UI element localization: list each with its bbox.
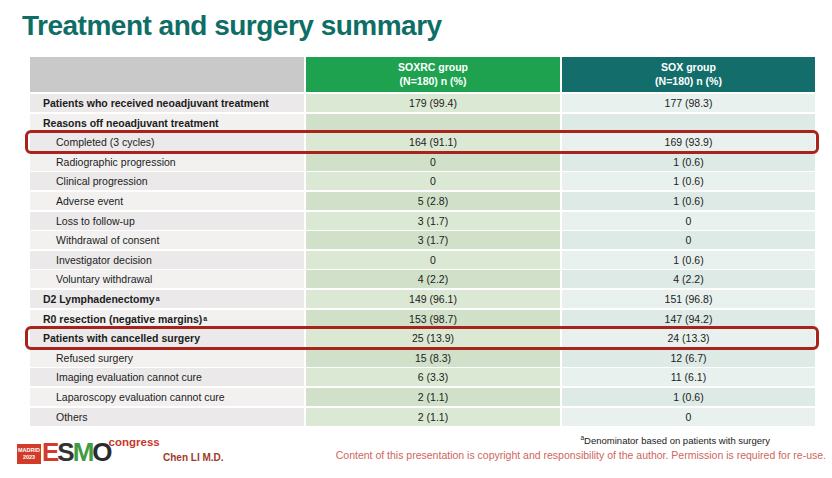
row-label: Reasons off neoadjuvant treatment	[30, 114, 304, 132]
table-body: Patients who received neoadjuvant treatm…	[30, 94, 815, 426]
header-sox-group: SOX group (N=180) n (%)	[562, 57, 815, 92]
congress-label: congress	[109, 436, 160, 448]
sox-value: 0	[562, 408, 815, 426]
madrid-2023-badge: MADRID 2023	[17, 444, 41, 464]
soxrc-value: 15 (8.3)	[306, 349, 560, 367]
table-row: Completed (3 cycles)164 (91.1)169 (93.9)	[30, 133, 815, 151]
sox-value: 0	[562, 231, 815, 249]
table-footnote: aDenominator based on patients with surg…	[580, 434, 770, 446]
table-row: Reasons off neoadjuvant treatment	[30, 114, 815, 132]
esmo-congress-logo: MADRID 2023 ESMO congress	[17, 436, 160, 465]
soxrc-value	[306, 114, 560, 132]
table-header: SOXRC group (N=180) n (%) SOX group (N=1…	[30, 57, 815, 92]
sox-value: 169 (93.9)	[562, 133, 815, 151]
table-row: Others2 (1.1)0	[30, 408, 815, 426]
author-name: Chen LI M.D.	[163, 452, 224, 463]
row-label: Withdrawal of consent	[30, 231, 304, 249]
table-row: D2 Lymphadenectomya149 (96.1)151 (96.8)	[30, 290, 815, 308]
sox-value: 177 (98.3)	[562, 94, 815, 112]
row-label: Voluntary withdrawal	[30, 270, 304, 288]
esmo-wordmark: ESMO	[42, 439, 111, 465]
sox-value: 11 (6.1)	[562, 368, 815, 386]
soxrc-value: 2 (1.1)	[306, 388, 560, 406]
esmo-letter: M	[73, 437, 93, 467]
row-label: R0 resection (negative margins)a	[30, 310, 304, 328]
row-label: Adverse event	[30, 192, 304, 210]
footnote-text: Denominator based on patients with surge…	[584, 435, 770, 446]
table-row: Radiographic progression01 (0.6)	[30, 153, 815, 171]
soxrc-value: 4 (2.2)	[306, 270, 560, 288]
sox-value: 12 (6.7)	[562, 349, 815, 367]
row-label: D2 Lymphadenectomya	[30, 290, 304, 308]
sox-value: 0	[562, 212, 815, 230]
sox-value: 1 (0.6)	[562, 192, 815, 210]
soxrc-value: 6 (3.3)	[306, 368, 560, 386]
slide-footer: MADRID 2023 ESMO congress Chen LI M.D. a…	[0, 430, 832, 478]
sox-value: 1 (0.6)	[562, 172, 815, 190]
soxrc-group-subtitle: (N=180) n (%)	[400, 75, 467, 89]
header-soxrc-group: SOXRC group (N=180) n (%)	[306, 57, 560, 92]
madrid-label: MADRID	[18, 447, 40, 454]
sox-value: 151 (96.8)	[562, 290, 815, 308]
soxrc-value: 153 (98.7)	[306, 310, 560, 328]
table-row: Refused surgery15 (8.3)12 (6.7)	[30, 349, 815, 367]
esmo-letter: E	[42, 437, 57, 467]
table-row: Clinical progression01 (0.6)	[30, 172, 815, 190]
row-label: Investigator decision	[30, 251, 304, 269]
table-row: Withdrawal of consent3 (1.7)0	[30, 231, 815, 249]
soxrc-value: 3 (1.7)	[306, 231, 560, 249]
sox-value: 24 (13.3)	[562, 329, 815, 347]
row-label: Radiographic progression	[30, 153, 304, 171]
table-row: Patients with cancelled surgery25 (13.9)…	[30, 329, 815, 347]
table-row: Loss to follow-up3 (1.7)0	[30, 212, 815, 230]
esmo-letter: S	[57, 437, 72, 467]
row-label: Patients with cancelled surgery	[30, 329, 304, 347]
soxrc-value: 3 (1.7)	[306, 212, 560, 230]
presentation-slide: Treatment and surgery summary SOXRC grou…	[0, 0, 832, 478]
row-label: Patients who received neoadjuvant treatm…	[30, 94, 304, 112]
soxrc-value: 2 (1.1)	[306, 408, 560, 426]
soxrc-value: 179 (99.4)	[306, 94, 560, 112]
sox-value: 1 (0.6)	[562, 153, 815, 171]
table-row: Laparoscopy evaluation cannot cure2 (1.1…	[30, 388, 815, 406]
slide-title: Treatment and surgery summary	[22, 10, 442, 42]
soxrc-value: 0	[306, 251, 560, 269]
soxrc-value: 149 (96.1)	[306, 290, 560, 308]
row-label: Completed (3 cycles)	[30, 133, 304, 151]
header-label-cell	[30, 57, 304, 92]
copyright-notice: Content of this presentation is copyrigh…	[336, 449, 826, 461]
year-label: 2023	[23, 454, 35, 461]
soxrc-value: 0	[306, 172, 560, 190]
sox-value: 1 (0.6)	[562, 388, 815, 406]
table-row: Investigator decision01 (0.6)	[30, 251, 815, 269]
table-row: Imaging evaluation cannot cure6 (3.3)11 …	[30, 368, 815, 386]
row-label: Refused surgery	[30, 349, 304, 367]
sox-group-subtitle: (N=180) n (%)	[655, 75, 722, 89]
sox-group-title: SOX group	[661, 61, 716, 75]
soxrc-value: 0	[306, 153, 560, 171]
sox-value	[562, 114, 815, 132]
table-row: Patients who received neoadjuvant treatm…	[30, 94, 815, 112]
soxrc-value: 164 (91.1)	[306, 133, 560, 151]
summary-table: SOXRC group (N=180) n (%) SOX group (N=1…	[30, 57, 815, 427]
sox-value: 1 (0.6)	[562, 251, 815, 269]
soxrc-value: 25 (13.9)	[306, 329, 560, 347]
sox-value: 147 (94.2)	[562, 310, 815, 328]
row-label: Laparoscopy evaluation cannot cure	[30, 388, 304, 406]
row-label: Clinical progression	[30, 172, 304, 190]
soxrc-value: 5 (2.8)	[306, 192, 560, 210]
table-row: Voluntary withdrawal4 (2.2)4 (2.2)	[30, 270, 815, 288]
table-row: R0 resection (negative margins)a153 (98.…	[30, 310, 815, 328]
sox-value: 4 (2.2)	[562, 270, 815, 288]
soxrc-group-title: SOXRC group	[398, 61, 468, 75]
table-row: Adverse event5 (2.8)1 (0.6)	[30, 192, 815, 210]
row-label: Loss to follow-up	[30, 212, 304, 230]
row-label: Others	[30, 408, 304, 426]
row-label: Imaging evaluation cannot cure	[30, 368, 304, 386]
